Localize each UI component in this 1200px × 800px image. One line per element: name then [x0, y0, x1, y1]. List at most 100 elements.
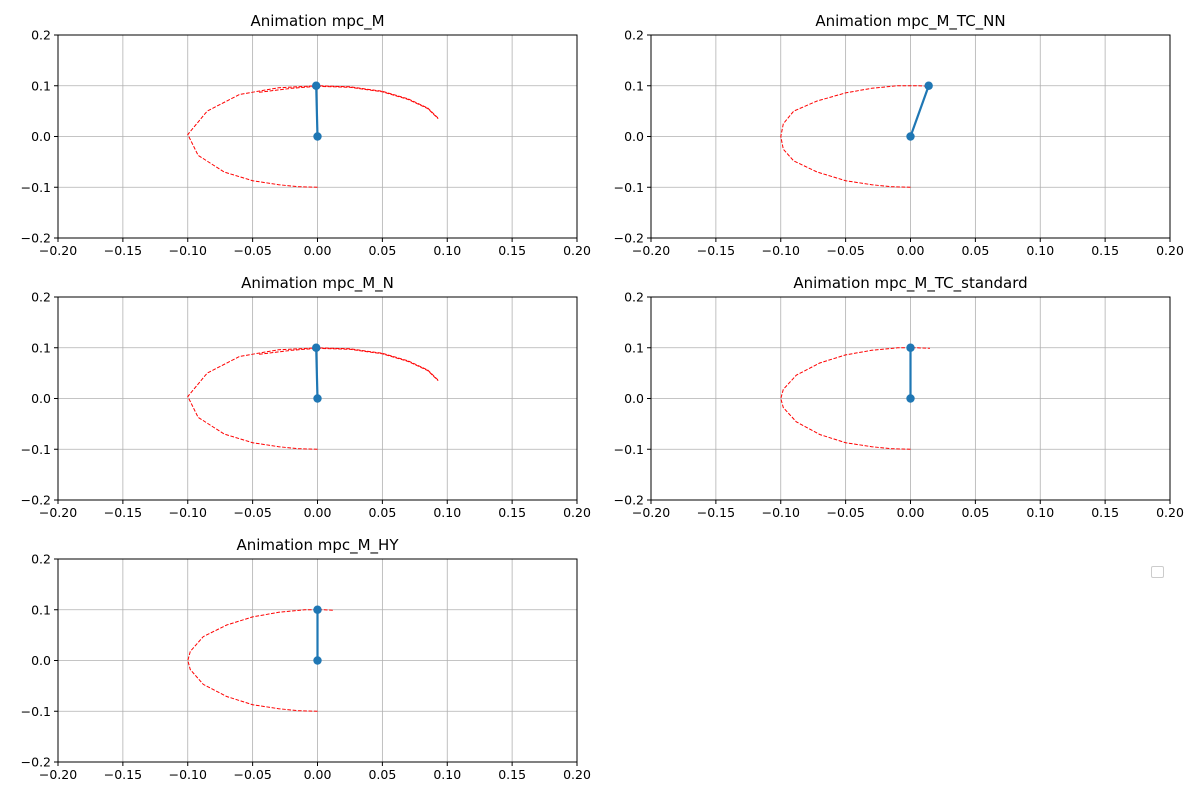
x-tick-label: 0.15 — [1091, 243, 1119, 258]
trajectory-line — [780, 85, 931, 188]
x-tick-label: 0.10 — [433, 243, 461, 258]
x-tick-label: −0.20 — [39, 505, 77, 520]
y-tick-label: 0.2 — [31, 552, 51, 567]
y-tick-label: −0.1 — [614, 180, 644, 195]
x-tick-label: 0.20 — [563, 243, 591, 258]
x-tick-label: −0.05 — [233, 505, 271, 520]
x-tick-label: −0.20 — [39, 767, 77, 782]
y-tick-label: −0.1 — [21, 180, 51, 195]
y-tick-label: 0.1 — [31, 78, 51, 93]
pendulum-marker — [312, 81, 321, 90]
subplot-1: −0.20 −0.15 −0.10 −0.05 0.00 0.05 0.10 0.15 0.20… — [21, 12, 591, 258]
subplot-5: −0.20 −0.15 −0.10 −0.05 0.00 0.05 0.10 0.15 0.20… — [21, 536, 591, 782]
pendulum-rod — [909, 85, 930, 137]
subplot-2: −0.20 −0.15 −0.10 −0.05 0.00 0.05 0.10 0.15 0.20… — [614, 12, 1184, 258]
y-tick-label: −0.1 — [21, 442, 51, 457]
x-tick-label: −0.10 — [762, 505, 800, 520]
pendulum-rod — [315, 85, 319, 137]
x-tick-label: −0.05 — [233, 243, 271, 258]
y-tick-label: 0.0 — [624, 129, 644, 144]
x-tick-label: 0.20 — [1156, 505, 1184, 520]
x-tick-label: 0.20 — [563, 767, 591, 782]
x-tick-label: −0.20 — [632, 243, 670, 258]
subplot-3: −0.20 −0.15 −0.10 −0.05 0.00 0.05 0.10 0.15 0.20… — [21, 274, 591, 520]
trajectory-line — [259, 347, 439, 382]
x-tick-label: −0.20 — [39, 243, 77, 258]
x-tick-label: 0.15 — [498, 505, 526, 520]
pendulum-marker — [313, 656, 322, 665]
y-tick-label: −0.2 — [21, 231, 51, 246]
pendulum-marker — [313, 394, 322, 403]
y-tick-label: 0.0 — [31, 129, 51, 144]
x-tick-label: −0.15 — [104, 505, 142, 520]
x-tick-label: −0.15 — [697, 243, 735, 258]
subplot-title: Animation mpc_M_HY — [236, 536, 399, 555]
x-tick-label: −0.05 — [233, 767, 271, 782]
pendulum-marker — [906, 394, 915, 403]
y-tick-label: 0.0 — [624, 391, 644, 406]
trajectory-line — [187, 347, 439, 450]
x-tick-label: 0.05 — [368, 243, 396, 258]
x-tick-label: 0.10 — [433, 767, 461, 782]
x-tick-label: −0.05 — [826, 243, 864, 258]
y-tick-label: 0.1 — [624, 78, 644, 93]
x-tick-label: 0.00 — [897, 243, 925, 258]
pendulum-marker — [313, 132, 322, 141]
subplot-title: Animation mpc_M_TC_standard — [793, 274, 1027, 293]
x-tick-label: 0.00 — [304, 243, 332, 258]
pendulum-marker — [313, 605, 322, 614]
x-tick-label: −0.10 — [762, 243, 800, 258]
legend-box — [1151, 566, 1164, 578]
y-tick-label: −0.2 — [21, 493, 51, 508]
x-tick-label: −0.10 — [169, 505, 207, 520]
x-tick-label: −0.05 — [826, 505, 864, 520]
pendulum-marker — [924, 81, 933, 90]
pendulum-marker — [312, 343, 321, 352]
x-tick-label: 0.00 — [897, 505, 925, 520]
pendulum-marker — [906, 343, 915, 352]
y-tick-label: −0.2 — [614, 231, 644, 246]
x-tick-label: 0.00 — [304, 767, 332, 782]
x-tick-label: −0.10 — [169, 767, 207, 782]
y-tick-label: 0.1 — [624, 340, 644, 355]
y-tick-label: −0.2 — [21, 755, 51, 770]
pendulum-rod — [315, 347, 319, 399]
y-tick-label: 0.1 — [31, 602, 51, 617]
x-tick-label: 0.05 — [368, 505, 396, 520]
subplot-title: Animation mpc_M_TC_NN — [815, 12, 1005, 31]
subplot-title: Animation mpc_M_N — [241, 274, 394, 293]
subplot-4: −0.20 −0.15 −0.10 −0.05 0.00 0.05 0.10 0.15 0.20… — [614, 274, 1184, 520]
x-tick-label: 0.10 — [433, 505, 461, 520]
y-tick-label: 0.2 — [624, 290, 644, 305]
trajectory-line — [187, 85, 439, 188]
x-tick-label: 0.05 — [961, 505, 989, 520]
x-tick-label: 0.20 — [563, 505, 591, 520]
y-tick-label: −0.1 — [614, 442, 644, 457]
x-tick-label: −0.15 — [697, 505, 735, 520]
x-tick-label: −0.10 — [169, 243, 207, 258]
y-tick-label: −0.1 — [21, 704, 51, 719]
x-tick-label: 0.15 — [498, 767, 526, 782]
x-tick-label: −0.15 — [104, 767, 142, 782]
x-tick-label: 0.15 — [1091, 505, 1119, 520]
subplot-title: Animation mpc_M — [250, 12, 384, 31]
x-tick-label: 0.20 — [1156, 243, 1184, 258]
x-tick-label: 0.05 — [961, 243, 989, 258]
y-tick-label: 0.0 — [31, 391, 51, 406]
pendulum-marker — [906, 132, 915, 141]
y-tick-label: 0.0 — [31, 653, 51, 668]
x-tick-label: 0.00 — [304, 505, 332, 520]
trajectory-line — [259, 85, 439, 120]
x-tick-label: −0.15 — [104, 243, 142, 258]
y-tick-label: 0.2 — [31, 290, 51, 305]
x-tick-label: 0.10 — [1026, 243, 1054, 258]
x-tick-label: 0.15 — [498, 243, 526, 258]
x-tick-label: −0.20 — [632, 505, 670, 520]
y-tick-label: 0.2 — [31, 28, 51, 43]
y-tick-label: −0.2 — [614, 493, 644, 508]
y-tick-label: 0.1 — [31, 340, 51, 355]
x-tick-label: 0.05 — [368, 767, 396, 782]
x-tick-label: 0.10 — [1026, 505, 1054, 520]
y-tick-label: 0.2 — [624, 28, 644, 43]
